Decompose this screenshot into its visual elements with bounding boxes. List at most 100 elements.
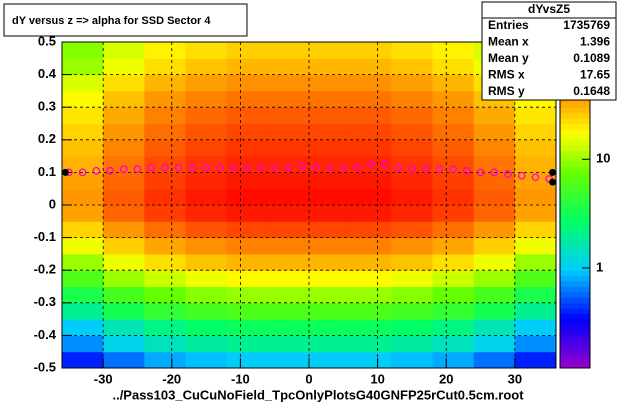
heat-cell bbox=[144, 42, 186, 59]
palette-step bbox=[560, 107, 590, 114]
profile-point bbox=[106, 166, 114, 175]
heat-cell bbox=[267, 270, 310, 287]
heat-cell bbox=[62, 42, 104, 59]
stats-label: RMS y bbox=[488, 84, 525, 98]
heat-cell bbox=[226, 139, 269, 157]
heat-cell bbox=[144, 188, 186, 206]
heat-cell bbox=[267, 74, 310, 92]
heat-cell bbox=[309, 253, 351, 271]
heat-cell bbox=[350, 58, 392, 76]
heat-cell bbox=[62, 205, 104, 222]
profile-point bbox=[229, 163, 238, 172]
heat-cell bbox=[103, 74, 145, 92]
heat-cell bbox=[473, 351, 516, 369]
palette-step bbox=[560, 188, 590, 195]
profile-point bbox=[312, 163, 320, 172]
heat-cell bbox=[144, 90, 186, 108]
y-tick-label: 0.1 bbox=[38, 164, 56, 179]
heat-cell bbox=[185, 253, 228, 271]
heat-cell bbox=[391, 107, 433, 124]
heat-cell bbox=[103, 319, 145, 336]
palette-step bbox=[560, 118, 590, 124]
heat-cell bbox=[309, 139, 351, 157]
palette-step bbox=[560, 248, 590, 255]
y-tick-label: -0.2 bbox=[34, 262, 56, 277]
heat-cell bbox=[432, 172, 475, 190]
profile-point bbox=[394, 163, 403, 172]
heat-cell bbox=[514, 205, 557, 222]
palette-step bbox=[560, 166, 590, 173]
heat-cell bbox=[62, 188, 104, 206]
palette-step bbox=[560, 128, 590, 135]
heat-cell bbox=[103, 302, 145, 320]
heat-cell bbox=[473, 319, 516, 336]
heat-cell bbox=[226, 107, 269, 124]
heat-cell bbox=[391, 42, 433, 59]
heat-cell bbox=[185, 172, 228, 190]
y-tick-label: 0.5 bbox=[38, 33, 56, 48]
heat-cell bbox=[226, 335, 269, 353]
heat-cell bbox=[309, 237, 351, 255]
heat-cell bbox=[473, 156, 516, 173]
heat-cell bbox=[391, 123, 433, 141]
x-tick-label: 20 bbox=[439, 371, 453, 386]
heat-cell bbox=[267, 302, 310, 320]
heat-cell bbox=[350, 319, 392, 336]
heat-cell bbox=[350, 270, 392, 287]
heat-cell bbox=[62, 253, 104, 271]
heat-cell bbox=[473, 172, 516, 190]
heat-cell bbox=[432, 123, 475, 141]
palette-step bbox=[560, 172, 590, 179]
palette-step bbox=[560, 161, 590, 168]
profile-point bbox=[353, 163, 361, 172]
heat-cell bbox=[514, 286, 557, 304]
palette-step bbox=[560, 243, 590, 249]
heat-cell bbox=[267, 58, 310, 76]
heat-cell bbox=[267, 172, 310, 190]
heat-cell bbox=[391, 302, 433, 320]
profile-point bbox=[147, 163, 156, 172]
heat-cell bbox=[62, 90, 104, 108]
x-tick-label: 30 bbox=[508, 371, 522, 386]
heat-cell bbox=[144, 270, 186, 287]
heat-cell bbox=[267, 205, 310, 222]
stats-value: 17.65 bbox=[580, 68, 610, 82]
profile-point bbox=[476, 168, 485, 177]
palette-step bbox=[560, 357, 590, 364]
heat-cell bbox=[267, 319, 310, 336]
palette-step bbox=[560, 313, 590, 320]
heat-cell bbox=[309, 74, 351, 92]
heat-cell bbox=[432, 237, 475, 255]
heat-cell bbox=[144, 319, 186, 336]
heat-cell bbox=[432, 335, 475, 353]
y-tick-label: -0.3 bbox=[34, 294, 56, 309]
heat-cell bbox=[103, 335, 145, 353]
palette-step bbox=[560, 134, 590, 141]
palette-step bbox=[560, 145, 590, 152]
heat-cell bbox=[391, 139, 433, 157]
heat-cell bbox=[144, 139, 186, 157]
heat-cell bbox=[309, 205, 351, 222]
heat-cell bbox=[391, 172, 433, 190]
heat-cell bbox=[309, 107, 351, 124]
profile-point bbox=[215, 163, 224, 172]
heat-cell bbox=[514, 123, 557, 141]
heat-cell bbox=[309, 270, 351, 287]
heat-cell bbox=[350, 123, 392, 141]
heat-cell bbox=[350, 205, 392, 222]
palette-step bbox=[560, 177, 590, 184]
heat-cell bbox=[62, 351, 104, 369]
y-tick-label: 0 bbox=[49, 196, 56, 211]
heat-cell bbox=[185, 58, 228, 76]
heat-cell bbox=[103, 156, 145, 173]
profile-point bbox=[490, 168, 499, 177]
heat-cell bbox=[144, 107, 186, 124]
profile-point bbox=[161, 163, 169, 172]
stats-value: 1735769 bbox=[563, 18, 610, 32]
heat-cell bbox=[62, 286, 104, 304]
palette-step bbox=[560, 275, 590, 282]
heat-cell bbox=[267, 139, 310, 157]
heat-cell bbox=[103, 58, 145, 76]
heat-cell bbox=[62, 107, 104, 124]
profile-point bbox=[449, 165, 457, 173]
